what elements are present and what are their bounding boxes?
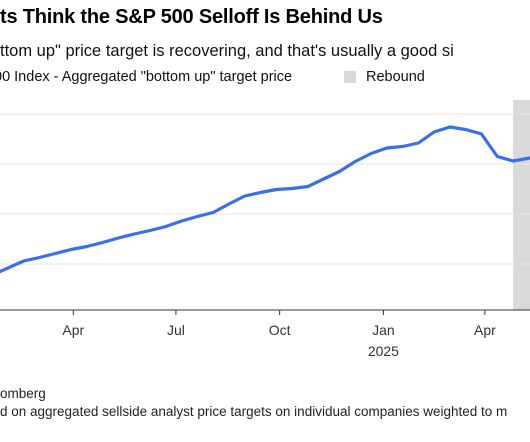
chart-source: omberg xyxy=(0,386,46,401)
data-point-1-19 xyxy=(275,188,278,191)
chart-plot: Apr Jul Oct Jan 2025 Apr xyxy=(0,100,530,359)
data-point-1-34 xyxy=(512,160,514,162)
x-tick-sublabel-4: 2025 xyxy=(368,343,399,359)
x-tick-label-2: Jul xyxy=(167,322,185,338)
data-point-1-23 xyxy=(338,170,341,173)
series-line-1 xyxy=(0,125,530,274)
data-point-1-33 xyxy=(496,155,499,158)
data-point-1-27 xyxy=(401,145,404,148)
legend: 00 Index - Aggregated "bottom up" target… xyxy=(0,69,530,87)
data-point-1-18 xyxy=(259,191,262,194)
chart-title: ts Think the S&P 500 Selloff Is Behind U… xyxy=(0,6,383,28)
data-point-1-3 xyxy=(22,260,25,262)
data-point-1-17 xyxy=(243,195,246,197)
x-tick-label-4: Jan xyxy=(372,322,395,338)
data-point-1-11 xyxy=(149,229,151,232)
data-point-1-2 xyxy=(7,267,9,269)
data-point-1-26 xyxy=(385,147,388,149)
data-point-1-7 xyxy=(86,245,88,248)
legend-series-label: 00 Index - Aggregated "bottom up" target… xyxy=(0,69,293,85)
x-tick-label-3: Oct xyxy=(269,322,291,338)
data-point-1-16 xyxy=(228,203,230,205)
data-point-1-32 xyxy=(480,133,483,135)
data-point-1-28 xyxy=(417,142,420,144)
data-point-1-5 xyxy=(54,252,57,255)
data-point-1-15 xyxy=(212,211,214,214)
data-point-1-29 xyxy=(433,131,435,133)
x-tick-label-5: Apr xyxy=(474,322,496,338)
data-point-1-30 xyxy=(449,126,451,128)
data-point-1-8 xyxy=(101,241,104,244)
legend-rebound-label: Rebound xyxy=(366,69,425,85)
data-point-1-25 xyxy=(370,152,372,155)
legend-rebound-swatch xyxy=(344,71,356,83)
legend-item-rebound: Rebound xyxy=(344,69,425,85)
data-point-1-9 xyxy=(117,237,120,239)
data-point-1-13 xyxy=(180,220,183,222)
data-point-1-12 xyxy=(164,225,167,228)
data-point-1-6 xyxy=(70,248,72,251)
x-tick-label-1: Apr xyxy=(62,322,84,338)
data-point-1-1 xyxy=(0,270,1,273)
data-point-1-14 xyxy=(196,215,199,218)
data-point-1-24 xyxy=(354,160,357,163)
data-point-1-20 xyxy=(291,187,293,190)
chart-footnote: d on aggregated sellside analyst price t… xyxy=(0,404,508,419)
data-point-1-22 xyxy=(322,178,325,180)
legend-item-series: 00 Index - Aggregated "bottom up" target… xyxy=(0,69,292,85)
data-point-1-31 xyxy=(464,128,467,131)
data-point-1-21 xyxy=(307,185,309,188)
rebound-shaded-region xyxy=(513,100,530,310)
data-point-1-10 xyxy=(133,233,135,235)
data-point-1-4 xyxy=(38,256,41,259)
chart-subtitle: ttom up" price target is recovering, and… xyxy=(0,42,454,60)
